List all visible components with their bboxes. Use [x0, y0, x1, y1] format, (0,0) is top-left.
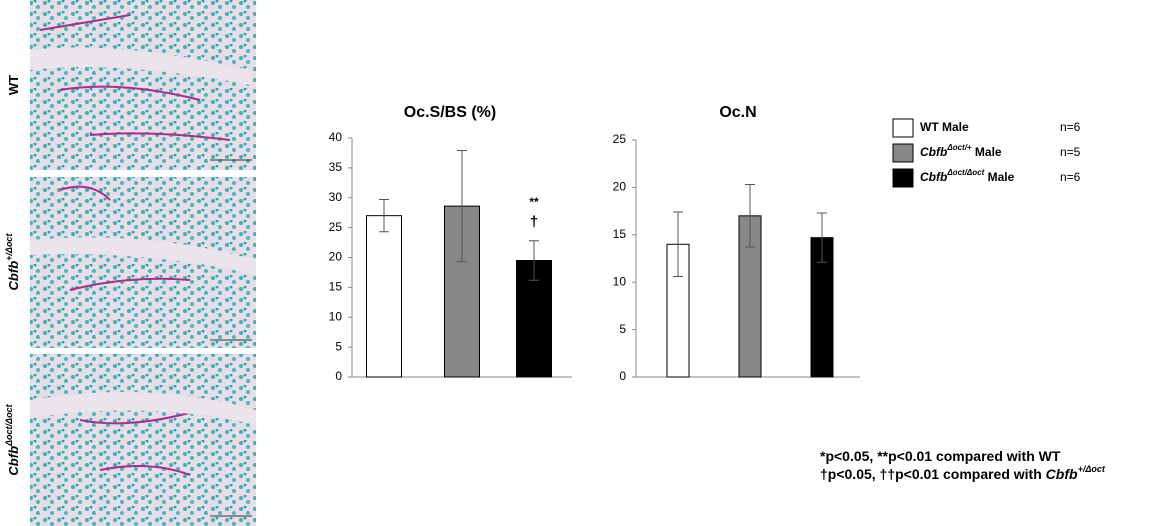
error-bar: [457, 150, 467, 263]
stain: [39, 14, 231, 476]
image-panel: [30, 0, 256, 170]
image-panel: [30, 354, 256, 526]
annotation: **: [529, 195, 539, 209]
y-tick-label: 30: [329, 190, 343, 204]
error-bar: [673, 211, 683, 278]
legend-suffix: Male: [939, 120, 969, 134]
annotation: †: [530, 214, 538, 231]
y-tick-label: 15: [329, 280, 343, 294]
legend-n: n=6: [1060, 170, 1081, 184]
row-label-sup: Δoct/Δoct: [4, 403, 14, 447]
error-bar: [379, 199, 389, 233]
footnote-text: †p<0.05, ††p<0.01 compared with: [820, 466, 1046, 482]
bar: [366, 215, 402, 378]
legend-label: WT Male: [920, 120, 969, 134]
legend-swatch: [892, 118, 914, 138]
y-tick-label: 5: [335, 339, 342, 353]
row-label: Cbfb+/Δoct: [4, 233, 21, 291]
row-label-base: Cbfb: [6, 446, 21, 476]
footnote-base: Cbfb: [1046, 466, 1078, 482]
legend-n: n=6: [1060, 120, 1081, 134]
histology: [30, 0, 256, 526]
y-tick-label: 0: [619, 369, 626, 383]
legend-suffix: Male: [972, 145, 1002, 159]
legend-n: n=5: [1060, 145, 1081, 159]
y-tick-label: 25: [329, 220, 343, 234]
y-tick-label: 25: [613, 132, 627, 146]
legend-base: WT: [920, 120, 939, 134]
chart-title: Oc.S/BS (%): [404, 104, 496, 121]
y-tick-label: 10: [613, 274, 627, 288]
footnote: *p<0.05, **p<0.01 compared with WT: [820, 448, 1061, 464]
legend-sup: Δoct/+: [946, 143, 972, 152]
row-label: WT: [6, 75, 21, 95]
y-tick-label: 20: [329, 250, 343, 264]
legend-label: CbfbΔoct/Δoct Male: [920, 168, 1015, 184]
legend-swatch: [892, 168, 914, 188]
legend-base: Cbfb: [920, 145, 947, 159]
y-tick-label: 0: [335, 369, 342, 383]
footnote-sup: +/Δoct: [1078, 464, 1106, 474]
legend-sup: Δoct/Δoct: [946, 168, 984, 177]
y-tick-label: 10: [329, 309, 343, 323]
legend-label: CbfbΔoct/+ Male: [920, 143, 1002, 159]
footnote: †p<0.05, ††p<0.01 compared with Cbfb+/Δo…: [820, 464, 1106, 481]
error-bar: [745, 184, 755, 248]
chart-title: Oc.N: [719, 104, 756, 121]
row-label-sup: +/Δoct: [4, 233, 14, 261]
legend-suffix: Male: [984, 170, 1014, 184]
legend-swatch: [892, 143, 914, 163]
row-label-base: Cbfb: [6, 261, 21, 291]
y-tick-label: 35: [329, 160, 343, 174]
y-tick-label: 40: [329, 130, 343, 144]
y-tick-label: 5: [619, 322, 626, 336]
y-tick-label: 15: [613, 227, 627, 241]
row-label: CbfbΔoct/Δoct: [4, 403, 21, 475]
error-bar: [817, 212, 827, 263]
error-bar: [529, 240, 539, 281]
y-tick-label: 20: [613, 180, 627, 194]
legend-base: Cbfb: [920, 170, 947, 184]
footnote-text: *p<0.05, **p<0.01 compared with WT: [820, 448, 1061, 464]
row-label-base: WT: [6, 75, 21, 95]
